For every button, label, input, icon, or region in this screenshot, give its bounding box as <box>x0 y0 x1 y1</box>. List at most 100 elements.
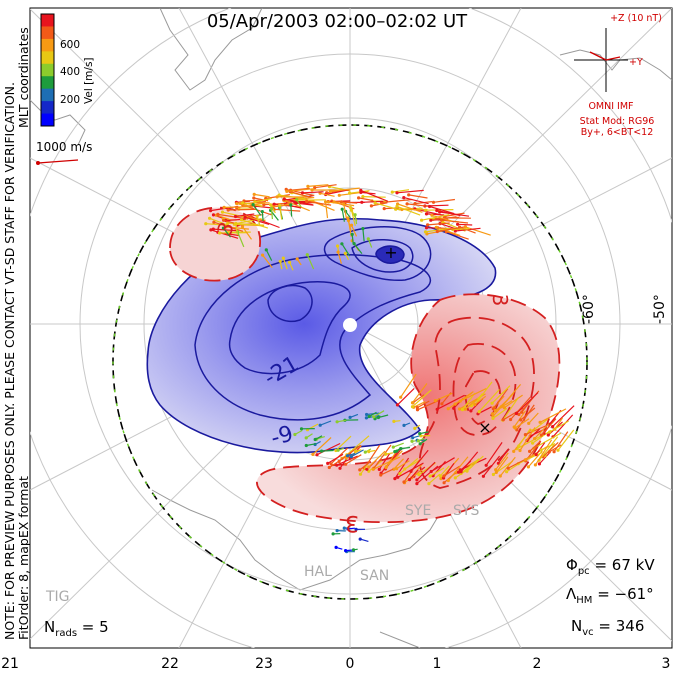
station-san: SAN <box>360 568 389 584</box>
velocity-vector <box>407 203 432 208</box>
vector-origin <box>299 427 304 431</box>
velocity-vector <box>433 198 455 203</box>
velocity-vector <box>492 388 509 410</box>
vector-origin <box>243 215 247 219</box>
vector-origin <box>240 225 245 229</box>
vector-origin <box>551 425 555 429</box>
vector-origin <box>365 412 369 417</box>
velocity-vector <box>378 414 389 419</box>
colorbar-segment <box>41 14 54 27</box>
vector-origin <box>261 253 265 257</box>
vector-origin <box>371 467 375 471</box>
velocity-vector <box>235 223 238 235</box>
vector-origin <box>348 415 352 419</box>
vector-origin <box>420 218 424 222</box>
velocity-vector <box>540 443 556 451</box>
velocity-vector <box>393 442 404 448</box>
velocity-vector <box>270 208 273 220</box>
vector-scale: 1000 m/s <box>36 140 92 165</box>
vector-origin <box>531 441 535 445</box>
velocity-vector <box>482 455 501 477</box>
vector-origin <box>352 242 356 246</box>
vector-origin <box>367 414 371 419</box>
colorbar-segment <box>41 113 54 127</box>
velocity-vector <box>416 461 436 481</box>
vector-origin <box>426 223 430 227</box>
vector-origin <box>546 433 550 437</box>
mlt-21: 21 <box>1 656 19 672</box>
velocity-vector <box>341 201 358 204</box>
velocity-vector <box>460 387 487 402</box>
vector-origin <box>494 470 498 474</box>
velocity-vector <box>316 442 341 456</box>
velocity-vector <box>466 455 484 472</box>
vector-origin <box>398 472 402 476</box>
vector-origin <box>423 230 428 234</box>
velocity-vector <box>262 254 273 268</box>
velocity-vector <box>538 436 559 461</box>
vector-origin <box>233 214 238 219</box>
velocity-vector <box>542 441 559 458</box>
vector-origin <box>384 465 388 470</box>
vector-origin <box>234 221 238 226</box>
vector-origin <box>407 478 412 482</box>
vector-origin <box>365 467 369 471</box>
velocity-vector <box>381 198 413 204</box>
velocity-vector <box>459 226 476 234</box>
mlt-coordinates-label: MLT coordinates <box>16 27 31 128</box>
vector-origin <box>363 450 367 454</box>
vector-origin <box>396 202 400 206</box>
vector-origin <box>349 455 353 459</box>
vector-origin <box>367 469 371 473</box>
vector-origin <box>418 442 422 446</box>
vector-origin <box>278 259 282 263</box>
vector-origin <box>373 201 377 205</box>
vector-origin <box>528 449 532 453</box>
vector-origin <box>313 437 317 442</box>
vector-origin <box>499 405 503 409</box>
vector-origin <box>417 473 421 477</box>
vector-origin <box>402 196 406 200</box>
vector-origin <box>439 477 443 481</box>
velocity-vector <box>254 193 270 198</box>
vector-origin <box>278 203 282 207</box>
velocity-vector <box>416 465 439 485</box>
vector-origin <box>304 436 308 440</box>
vector-origin <box>424 208 428 212</box>
station-hal: HAL <box>304 564 332 580</box>
velocity-vector <box>290 187 310 191</box>
velocity-vector <box>413 401 426 408</box>
vector-origin <box>411 436 415 440</box>
velocity-vector <box>443 465 461 477</box>
imf-y-label: +Y <box>629 57 643 68</box>
vector-origin <box>395 204 399 208</box>
vector-origin <box>339 200 343 204</box>
velocity-vector <box>539 408 567 423</box>
velocity-vector <box>519 427 536 451</box>
velocity-vector <box>279 205 283 220</box>
velocity-vectors <box>204 184 575 554</box>
vector-origin <box>526 465 531 469</box>
colorbar-segment <box>41 38 54 52</box>
velocity-vector <box>302 191 324 194</box>
vector-origin <box>512 449 516 453</box>
velocity-vector <box>242 226 252 240</box>
vector-origin <box>367 465 371 469</box>
velocity-vector <box>457 223 473 226</box>
vector-origin <box>491 416 495 420</box>
velocity-vector <box>361 200 384 203</box>
colorbar-tick-400: 400 <box>60 66 80 78</box>
vector-origin <box>446 478 450 483</box>
vector-origin <box>379 473 383 477</box>
vector-origin <box>346 454 350 458</box>
vector-origin <box>477 410 481 414</box>
velocity-vector <box>385 451 397 468</box>
velocity-vector <box>515 392 539 414</box>
vector-origin <box>366 237 370 241</box>
vector-origin <box>358 537 362 541</box>
velocity-vector <box>395 207 423 210</box>
velocity-vector <box>532 418 549 432</box>
mlt-22: 22 <box>161 656 179 672</box>
velocity-vector <box>485 442 503 466</box>
vector-origin <box>337 193 341 197</box>
